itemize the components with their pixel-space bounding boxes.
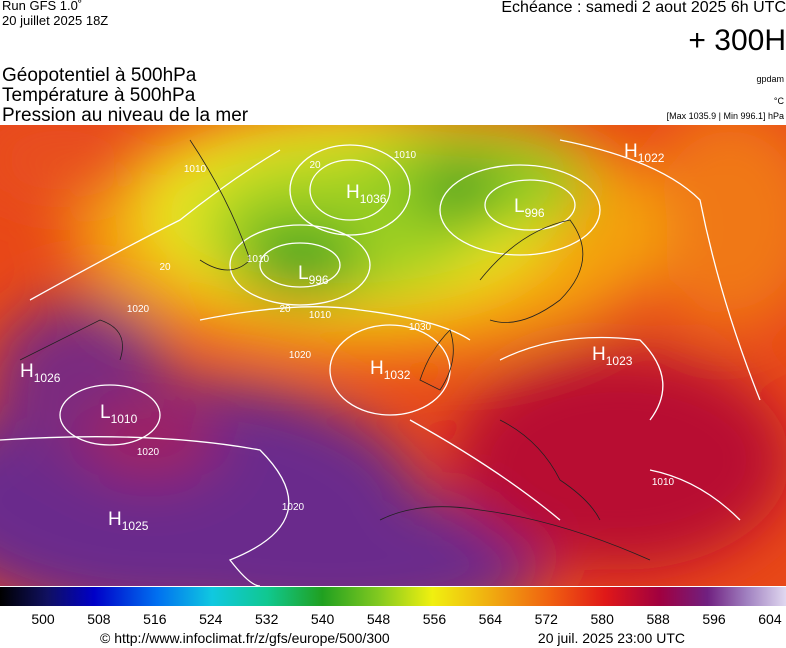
pressure-letter: L xyxy=(100,402,111,423)
footer-date: 20 juil. 2025 23:00 UTC xyxy=(538,630,685,646)
colorbar-tick-label: 500 xyxy=(31,611,55,627)
colorbar-tick-label: 548 xyxy=(367,611,391,627)
contour-label: 1010 xyxy=(309,310,332,321)
contour-label: 1010 xyxy=(184,164,207,175)
pressure-value: 1023 xyxy=(606,354,633,368)
field-name: Température à 500hPa xyxy=(2,85,196,106)
field-name: Pression au niveau de la mer xyxy=(2,105,249,126)
valid-time: Echéance : samedi 2 aout 2025 6h UTC xyxy=(501,0,786,16)
run-date: 20 juillet 2025 18Z xyxy=(2,13,108,28)
pressure-center: L1010 xyxy=(100,402,138,426)
pressure-letter: H xyxy=(592,344,606,365)
pressure-center: H1025 xyxy=(108,509,149,533)
colorbar-tick-label: 508 xyxy=(87,611,111,627)
pressure-center: H1026 xyxy=(20,361,61,385)
pressure-letter: H xyxy=(346,182,360,203)
pressure-center: L996 xyxy=(514,196,545,220)
pressure-value: 996 xyxy=(525,206,545,220)
pressure-letter: H xyxy=(20,361,34,382)
unit: [Max 1035.9 | Min 996.1] hPa xyxy=(667,111,784,121)
unit: gpdam xyxy=(756,74,784,84)
pressure-letter: H xyxy=(370,358,384,379)
colorbar-tick-label: 532 xyxy=(255,611,279,627)
contour-label: 1030 xyxy=(409,322,432,333)
pressure-letter: L xyxy=(298,263,309,284)
pressure-value: 1025 xyxy=(122,519,149,533)
colorbar-tick-label: 596 xyxy=(702,611,726,627)
colorbar-tick-label: 572 xyxy=(535,611,559,627)
contour-label: 1020 xyxy=(137,447,160,458)
lead-time: + 300H xyxy=(688,24,786,57)
colorbar-tick-label: 604 xyxy=(758,611,782,627)
pressure-value: 1032 xyxy=(384,368,411,382)
contour-label: 20 xyxy=(159,262,171,273)
pressure-value: 1036 xyxy=(360,192,387,206)
contour-label: 1020 xyxy=(282,502,305,513)
field-name: Géopotentiel à 500hPa xyxy=(2,65,197,86)
footer-url: © http://www.infoclimat.fr/z/gfs/europe/… xyxy=(100,630,390,646)
pressure-center: H1022 xyxy=(624,141,665,165)
colorbar-tick-label: 588 xyxy=(646,611,670,627)
pressure-value: 1022 xyxy=(638,151,665,165)
pressure-center: H1032 xyxy=(370,358,411,382)
colorbar-tick-label: 524 xyxy=(199,611,223,627)
map xyxy=(0,125,786,586)
colorbar-tick-label: 580 xyxy=(591,611,615,627)
contour-label: 1020 xyxy=(289,350,312,361)
contour-label: 20 xyxy=(279,304,291,315)
colorbar xyxy=(0,587,786,606)
pressure-center: L996 xyxy=(298,263,329,287)
pressure-center: H1036 xyxy=(346,182,387,206)
unit: °C xyxy=(774,96,785,106)
contour-label: 1010 xyxy=(247,254,270,265)
contour-label: 1020 xyxy=(127,304,150,315)
pressure-letter: H xyxy=(624,141,638,162)
pressure-value: 1010 xyxy=(111,412,138,426)
colorbar-tick-label: 564 xyxy=(479,611,503,627)
pressure-value: 1026 xyxy=(34,371,61,385)
contour-label: 1010 xyxy=(394,150,417,161)
colorbar-tick-label: 540 xyxy=(311,611,335,627)
pressure-center: H1023 xyxy=(592,344,633,368)
colorbar-tick-label: 556 xyxy=(423,611,447,627)
pressure-letter: H xyxy=(108,509,122,530)
pressure-value: 996 xyxy=(309,273,329,287)
contour-label: 20 xyxy=(309,160,321,171)
colorbar-tick-label: 516 xyxy=(143,611,167,627)
pressure-letter: L xyxy=(514,196,525,217)
run-label: Run GFS 1.0˚ xyxy=(2,0,82,13)
contour-label: 1010 xyxy=(652,477,675,488)
